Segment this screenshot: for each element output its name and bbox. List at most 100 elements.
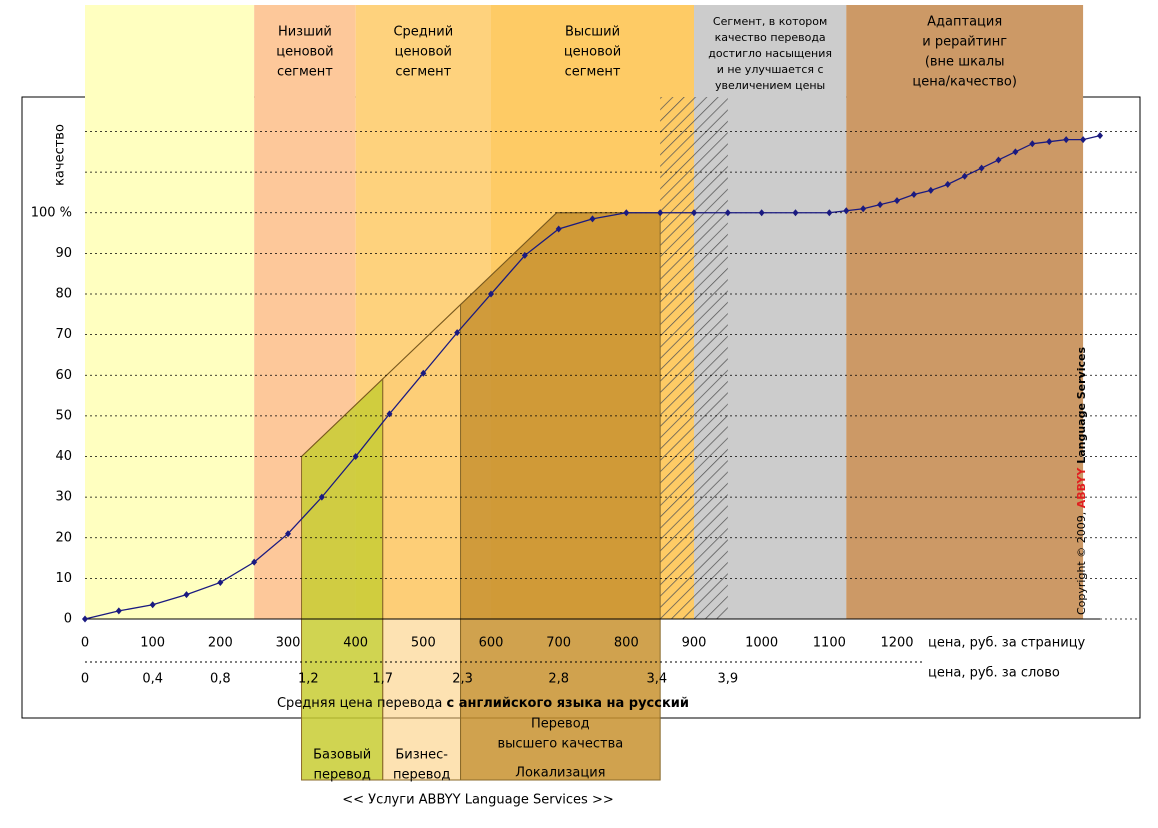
data-point: [843, 207, 850, 215]
band-label: Адаптация: [927, 15, 1002, 30]
band-label: ценовой: [395, 45, 452, 60]
y-tick-label: 10: [55, 571, 72, 586]
caption-regular: Средняя цена перевода: [277, 696, 442, 711]
data-point: [691, 209, 697, 217]
band-label: (вне шкалы: [925, 55, 1005, 70]
copyright-text: Copyright © 2009,: [1075, 508, 1088, 615]
x-tick-label: 200: [208, 636, 233, 651]
footer: << Услуги ABBYY Language Services >>: [342, 793, 613, 808]
y-tick-label: 50: [55, 408, 72, 423]
x2-axis-title: цена, руб. за слово: [928, 666, 1060, 681]
data-point: [944, 180, 951, 188]
data-point: [1063, 136, 1070, 144]
data-point: [251, 558, 258, 566]
band-label: Высший: [565, 25, 620, 40]
x2-tick-label: 1,2: [298, 672, 319, 687]
y-tick-label: 30: [55, 490, 72, 505]
y-tick-label: 90: [55, 246, 72, 261]
y-tick-label: 60: [55, 368, 72, 383]
plot: [82, 132, 1103, 623]
data-point: [724, 209, 731, 217]
x-tick-label: 600: [479, 636, 504, 651]
band: [85, 5, 255, 619]
data-point: [82, 615, 88, 623]
service-label: Базовый: [313, 748, 371, 763]
hatch: [660, 97, 728, 619]
data-point: [995, 156, 1002, 164]
data-point: [420, 369, 427, 377]
service-label: высшего качества: [497, 737, 623, 752]
data-point: [1046, 138, 1053, 146]
y-axis-title: качество: [53, 124, 68, 186]
band-label: увеличением цены: [715, 79, 825, 92]
band-label: качество перевода: [715, 31, 826, 44]
service-sublabel: Локализация: [515, 766, 605, 781]
band-label: сегмент: [395, 65, 451, 80]
data-point: [285, 530, 291, 538]
service-label: Бизнес-: [395, 748, 448, 763]
service-label: перевод: [393, 768, 450, 783]
data-point: [910, 190, 917, 198]
y-tick-label: 0: [64, 612, 72, 627]
data-point: [352, 453, 359, 461]
data-point: [521, 251, 528, 259]
data-point: [927, 186, 934, 194]
data-point: [183, 591, 190, 599]
x-tick-label: 1200: [880, 636, 913, 651]
data-point: [386, 410, 393, 418]
x-tick-label: 500: [411, 636, 436, 651]
data-point: [657, 209, 664, 217]
data-point: [758, 209, 765, 217]
copyright: Copyright © 2009, ABBYY Language Service…: [1075, 347, 1088, 615]
data-point: [961, 172, 968, 180]
x-tick-label: 0: [81, 636, 89, 651]
service-label: перевод: [313, 768, 370, 783]
x-tick-label: 1000: [745, 636, 778, 651]
data-point: [555, 225, 562, 233]
data-point: [1029, 140, 1036, 148]
x-tick-label: 300: [276, 636, 301, 651]
band-label: Низший: [278, 25, 332, 40]
data-point: [589, 215, 596, 223]
data-point: [877, 201, 884, 209]
data-point: [1097, 132, 1103, 140]
data-point: [318, 493, 325, 501]
y-tick-label: 100 %: [31, 205, 72, 220]
copyright-text: Language Services: [1075, 347, 1088, 468]
data-point: [860, 205, 867, 213]
data-point: [894, 197, 900, 205]
x2-tick-label: 3,9: [717, 672, 738, 687]
caption-bold: с английского языка на русский: [446, 696, 689, 711]
services: Базовый перевод Бизнес-перевод Перевод высше…: [301, 212, 661, 783]
band-label: Средний: [393, 25, 453, 40]
band-label: ценовой: [276, 45, 333, 60]
band-label: и рерайтинг: [922, 35, 1007, 50]
x-tick-label: 100: [140, 636, 165, 651]
band-label: сегмент: [565, 65, 621, 80]
x-tick-label: 700: [546, 636, 571, 651]
service-label: Перевод: [531, 717, 590, 732]
x-axis-title: цена, руб. за страницу: [928, 636, 1086, 651]
x-tick-label: 800: [614, 636, 639, 651]
band: [846, 5, 1084, 619]
band-label: Сегмент, в котором: [713, 15, 827, 28]
data-point: [488, 290, 494, 298]
data-point: [826, 209, 833, 217]
x-tick-label: 1100: [813, 636, 846, 651]
data-point: [217, 578, 224, 586]
copyright-brand: ABBYY: [1075, 467, 1088, 509]
grid: [85, 131, 1140, 620]
x2-tick-label: 3,4: [646, 672, 667, 687]
data-point: [623, 209, 630, 217]
x2-tick-label: 2,3: [452, 672, 473, 687]
caption: Средняя цена перевода с английского язык…: [277, 696, 689, 711]
data-point: [1080, 136, 1087, 144]
x-tick-label: 400: [343, 636, 368, 651]
labels: цена, руб. за страницу цена, руб. за сло…: [31, 124, 1088, 807]
data-point: [115, 607, 122, 615]
data-point: [978, 164, 985, 172]
data-point: [1012, 148, 1019, 156]
data-point: [454, 329, 461, 337]
x-tick-label: 900: [682, 636, 707, 651]
